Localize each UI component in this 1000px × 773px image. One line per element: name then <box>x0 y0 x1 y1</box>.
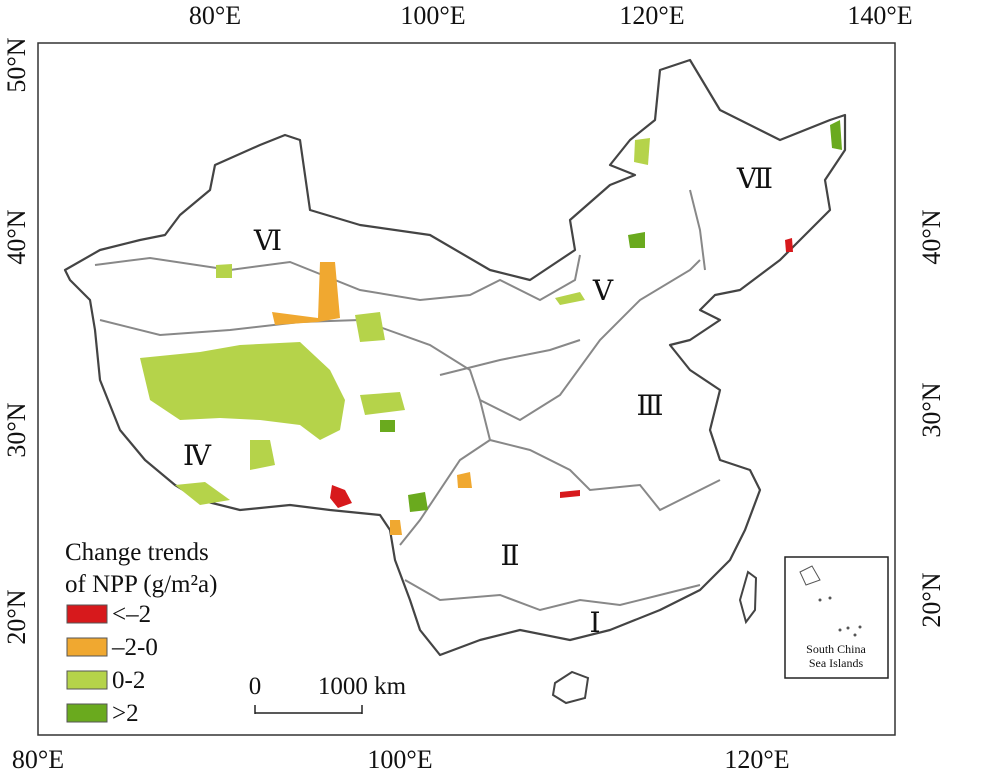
region-label: Ⅶ <box>736 164 773 195</box>
legend-swatch <box>66 703 108 723</box>
region-label: Ⅴ <box>592 276 614 307</box>
inset-label: South China <box>806 642 866 656</box>
legend-swatch <box>66 604 108 624</box>
right-tick: 20°N <box>917 572 946 627</box>
left-tick: 40°N <box>2 209 31 264</box>
patch <box>250 440 275 470</box>
patch <box>628 232 645 248</box>
patch <box>390 520 402 535</box>
bottom-tick: 80°E <box>12 745 64 773</box>
region-label: Ⅰ <box>589 608 600 639</box>
boundary <box>399 439 491 546</box>
legend-label: <–2 <box>112 601 151 628</box>
map-frame <box>37 42 896 736</box>
scale-bar <box>254 705 363 714</box>
legend-label: –2-0 <box>111 634 158 661</box>
region-label: Ⅱ <box>500 541 519 572</box>
legend-items: <–2 –2-0 0-2 >2 <box>66 601 158 727</box>
hainan <box>551 670 590 705</box>
legend-label: 0-2 <box>112 667 145 694</box>
scale-label: 0 <box>249 673 262 700</box>
boundary <box>94 254 581 302</box>
boundary <box>99 259 701 422</box>
top-tick: 100°E <box>400 1 465 30</box>
patch <box>457 472 472 488</box>
inset-islands <box>818 596 862 637</box>
patch <box>830 120 842 150</box>
top-tick: 120°E <box>619 1 684 30</box>
island <box>846 626 850 630</box>
inset-frame <box>784 556 889 679</box>
island <box>838 628 842 632</box>
patch <box>360 392 405 415</box>
right-tick: 30°N <box>917 382 946 437</box>
island <box>818 598 822 602</box>
patch <box>555 292 585 305</box>
legend-title: Change trends <box>65 539 209 566</box>
patch <box>330 485 352 508</box>
country-outline <box>63 58 847 657</box>
top-tick: 140°E <box>847 1 912 30</box>
inset-coast <box>799 565 821 586</box>
region-label: Ⅵ <box>253 226 282 257</box>
scale-label: 1000 km <box>318 673 407 700</box>
patch <box>216 264 232 278</box>
region-label: Ⅳ <box>183 441 212 472</box>
legend: Change trends of NPP (g/m²a) <–2 –2-0 0-2 >… <box>65 539 217 727</box>
boundary <box>439 339 581 376</box>
patch <box>355 312 385 342</box>
region-label: Ⅲ <box>636 391 663 422</box>
legend-swatch <box>66 670 108 690</box>
region-boundaries <box>94 189 721 612</box>
patch <box>408 492 428 512</box>
patch <box>560 490 580 498</box>
boundary <box>404 579 701 612</box>
island <box>853 633 857 637</box>
left-tick: 50°N <box>2 37 31 92</box>
bottom-tick: 100°E <box>367 745 432 773</box>
patch <box>634 138 650 165</box>
top-tick: 80°E <box>189 1 241 30</box>
npp-patches <box>140 120 842 535</box>
inset-label: Sea Islands <box>809 656 864 670</box>
patch <box>380 420 395 432</box>
patch <box>140 342 345 440</box>
island <box>828 596 832 600</box>
right-tick: 40°N <box>917 209 946 264</box>
island <box>858 625 862 629</box>
patch <box>785 238 793 252</box>
bottom-tick: 120°E <box>724 745 789 773</box>
legend-title: of NPP (g/m²a) <box>65 571 217 598</box>
legend-swatch <box>66 637 108 657</box>
left-tick: 20°N <box>2 589 31 644</box>
taiwan <box>738 570 758 625</box>
legend-label: >2 <box>112 700 139 727</box>
boundary <box>479 399 721 512</box>
boundary <box>689 189 706 271</box>
patch <box>272 262 340 325</box>
left-tick: 30°N <box>2 402 31 457</box>
patch <box>175 482 230 505</box>
